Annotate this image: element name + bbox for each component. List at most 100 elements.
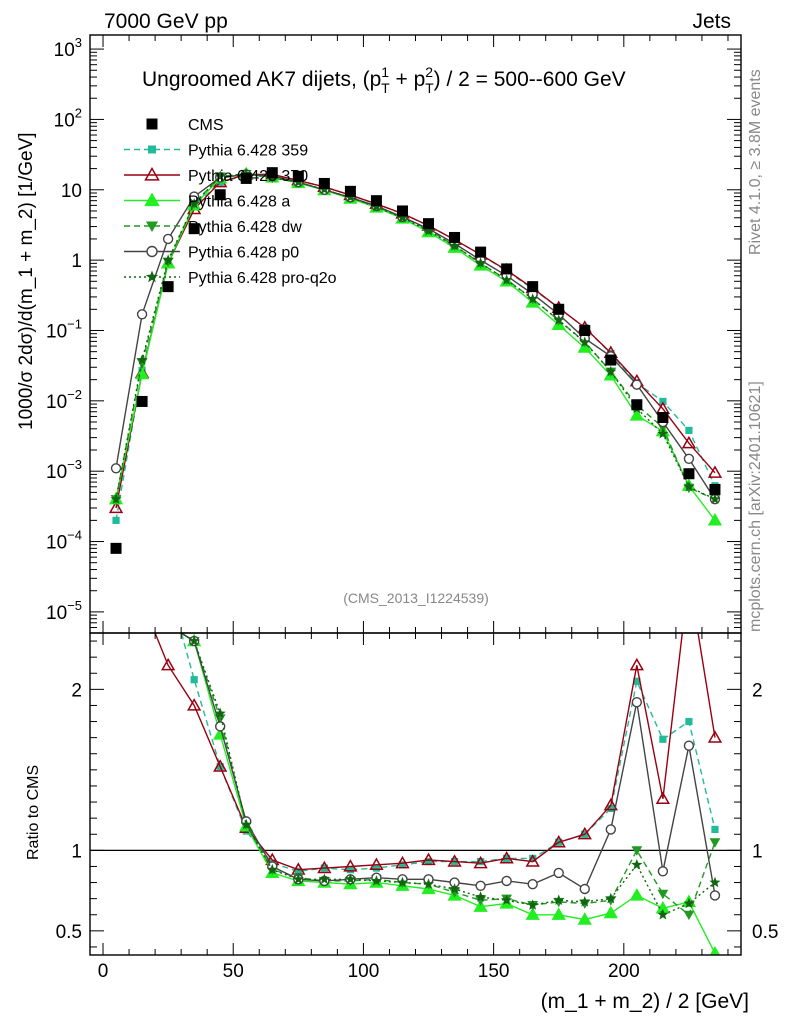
ratio-5-point <box>475 891 487 902</box>
series-5-point <box>188 198 200 209</box>
series-5-point <box>501 274 513 285</box>
y-tick-label: 10−3 <box>46 457 82 483</box>
series-3-point <box>136 358 148 368</box>
ratio-4-point <box>579 883 590 895</box>
legend-label-4: Pythia 6.428 p0 <box>188 245 299 262</box>
ratio-5-point <box>683 897 695 909</box>
main-y-axis-title: 1000/σ 2dσ)/d(m_1 + m_2) [1/GeV] <box>16 132 37 430</box>
x-tick-label: 200 <box>608 961 640 982</box>
x-axis-title: (m_1 + m_2) / 2 [GeV] <box>541 990 749 1013</box>
ratio-2-point <box>162 619 174 629</box>
ratio-5-point <box>188 635 200 646</box>
series-5-point <box>396 211 408 223</box>
ratio-5-point <box>396 876 408 888</box>
ratio-5-point <box>266 863 278 875</box>
x-tick-label: 0 <box>98 961 109 982</box>
ratio-1-point <box>603 797 618 811</box>
legend-label-0: Pythia 6.428 359 <box>188 143 308 160</box>
series-5-point <box>579 336 591 347</box>
ratio-5-point <box>214 707 226 719</box>
y-tick-label: 102 <box>54 105 82 131</box>
y-tick-label: 10−4 <box>46 528 82 554</box>
y-tick-label: 1 <box>71 251 82 272</box>
ratio-frame <box>89 632 742 956</box>
legend-label-2: Pythia 6.428 a <box>188 194 290 211</box>
ratio-line-1 <box>154 633 716 871</box>
ratio-3-point <box>163 621 174 630</box>
ratio-2-point <box>473 899 488 912</box>
series-0-point <box>659 397 667 406</box>
ratio-5-point <box>579 896 591 907</box>
ratio-5-point <box>163 619 174 630</box>
series-4-point <box>631 379 643 390</box>
series-5-point <box>683 480 695 492</box>
ratio-1-point <box>317 860 332 874</box>
series-5-point <box>475 257 487 268</box>
ratio-0-point <box>398 861 407 869</box>
legend-marker-5 <box>145 270 159 283</box>
main-panel <box>108 166 723 554</box>
ratio-3-point <box>683 910 695 921</box>
series-4-point <box>683 453 695 464</box>
observable-label: Jets <box>692 10 731 33</box>
ratio-4-point <box>709 890 721 901</box>
ratio-1-point <box>499 851 514 864</box>
ratio-line-0 <box>180 633 716 873</box>
series-1-point <box>108 500 124 514</box>
cms-data-point <box>344 185 356 197</box>
ratio-4-point <box>527 878 538 890</box>
cms-data-point <box>475 246 487 258</box>
series-5-point <box>709 493 721 504</box>
cms-data-point <box>683 468 695 480</box>
ratio-1-point <box>655 791 671 804</box>
energy-label: 7000 GeV pp <box>104 10 228 33</box>
legend-label-5: Pythia 6.428 pro-q2o <box>188 270 337 287</box>
y-tick-label: 10 <box>61 181 82 202</box>
ratio-line-4 <box>179 633 716 896</box>
ratio-5-point <box>449 883 461 894</box>
ratio-panel <box>90 581 741 955</box>
ratio-2-point <box>136 611 148 621</box>
legend-cms-label: CMS <box>188 117 224 134</box>
legend: CMS Pythia 6.428 359 Pythia 6.428 370 Pythi… <box>124 117 337 287</box>
series-1-point <box>681 435 697 449</box>
cms-data-point <box>318 177 330 189</box>
ratio-5-point <box>344 873 356 885</box>
cms-data-point <box>553 303 565 315</box>
series-0-point <box>685 426 693 434</box>
y-tick-label: 103 <box>54 35 82 61</box>
ratio-1-point <box>577 826 592 840</box>
ratio-0-point <box>607 804 615 813</box>
series-5-point <box>527 293 539 304</box>
ratio-1-point <box>707 730 723 743</box>
ratio-0-point <box>294 867 302 875</box>
cms-data-point <box>396 205 408 217</box>
series-4-point <box>110 463 122 474</box>
ratio-4-point <box>631 697 643 708</box>
ratio-2-point <box>603 905 618 919</box>
cms-data-point <box>527 281 539 293</box>
ratio-2-point <box>629 888 644 901</box>
ratio-3-point <box>449 888 460 898</box>
ratio-1-point <box>525 854 540 867</box>
legend-marker-2 <box>144 192 160 207</box>
cms-data-point <box>188 223 200 235</box>
cms-data-point <box>370 195 382 207</box>
ratio-4-point <box>683 740 695 751</box>
ratio-1-point <box>343 859 358 872</box>
legend-cms-marker <box>146 118 158 130</box>
series-0-point <box>112 516 120 524</box>
rivet-label: Rivet 4.1.0, ≥ 3.8M events <box>747 69 764 255</box>
ratio-0-point <box>633 677 641 685</box>
legend-marker-1 <box>144 166 160 181</box>
main-plot-area <box>108 166 723 554</box>
ratio-0-point <box>138 581 145 588</box>
x-tick-label: 150 <box>478 961 510 982</box>
series-5-point <box>423 225 435 236</box>
cms-data-point <box>292 170 304 182</box>
chart-title: Ungroomed AK7 dijets, (p1 T + p2 T) / 2 = … <box>142 64 626 96</box>
x-tick-label: 50 <box>223 961 244 982</box>
cms-data-point <box>240 172 252 184</box>
cms-data-point <box>501 263 513 275</box>
ratio-0-point <box>190 676 198 684</box>
